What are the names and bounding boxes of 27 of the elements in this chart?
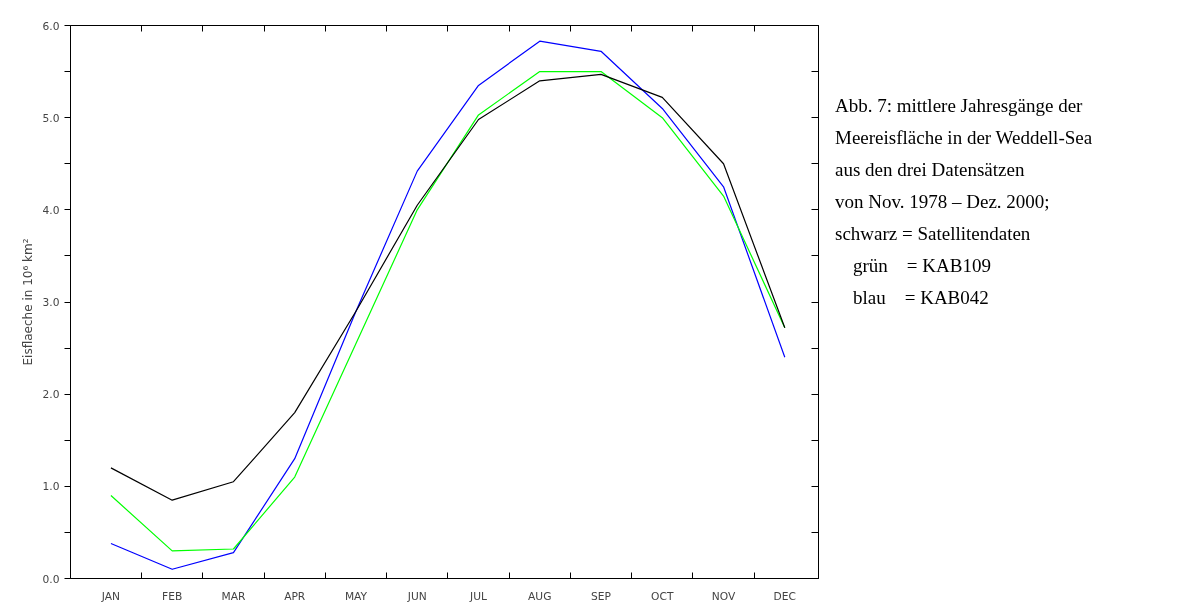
x-tick-label: AUG [528,589,552,603]
x-tick-label: FEB [162,589,183,603]
y-tick-label: 6.0 [42,19,60,33]
text: grün = KAB109 [852,254,992,278]
x-tick-label: MAY [344,589,368,603]
y-tick-label: 4.0 [42,203,60,217]
y-tick-label: 3.0 [42,296,60,309]
text: aus den drei Datensätzen [835,158,1026,182]
x-tick-label: DEC [773,589,797,603]
x-tick-label: JAN [100,589,121,603]
x-tick-label: OCT [651,589,674,603]
x-tick-label: MAR [221,589,246,603]
text: blau = KAB042 [852,286,990,310]
x-tick-label: APR [284,589,306,603]
x-tick-label: NOV [711,589,736,603]
y-tick-label: 0.0 [42,572,60,586]
x-tick-label: JUN [406,589,427,603]
x-tick-label: JUL [469,589,487,603]
y-tick-label: 2.0 [42,388,60,402]
y-axis-title: Eisflaeche in 10⁶ km² [20,238,35,366]
caption: Abb. 7: mittlere Jahresgänge der [835,94,1084,118]
text: schwarz = Satellitendaten [835,222,1032,246]
x-tick-label: SEP [591,589,612,603]
y-tick-label: 5.0 [42,111,60,125]
text: Meereisfläche in der Weddell-Sea [835,126,1093,150]
text: von Nov. 1978 – Dez. 2000; [835,190,1051,214]
y-tick-label: 1.0 [42,480,60,494]
